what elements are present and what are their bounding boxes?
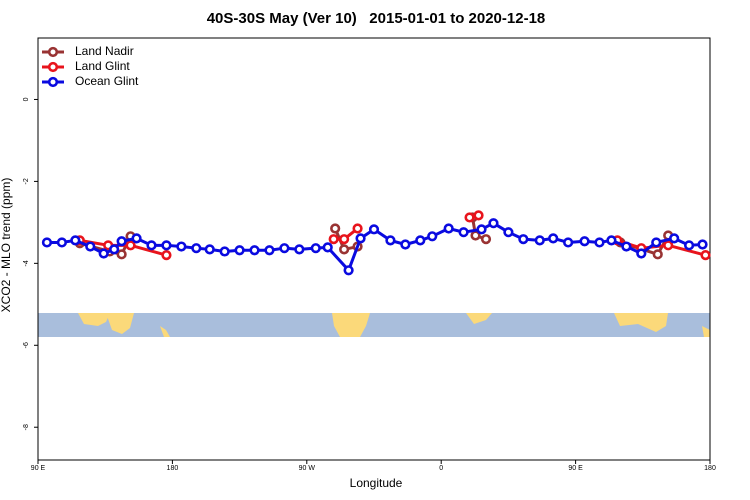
chart-title: 40S-30S May (Ver 10) 2015-01-01 to 2020-… xyxy=(207,10,546,27)
data-point xyxy=(368,224,380,235)
legend-label: Land Glint xyxy=(75,59,130,73)
data-point xyxy=(476,224,487,235)
data-point xyxy=(548,233,559,244)
legend-marker xyxy=(47,76,59,88)
data-point xyxy=(518,234,529,245)
y-tick-label: -2 xyxy=(23,178,30,184)
data-point xyxy=(109,244,120,255)
data-point xyxy=(683,240,695,251)
data-point xyxy=(322,242,333,253)
data-point xyxy=(651,237,662,248)
data-point xyxy=(70,235,81,246)
data-point xyxy=(330,223,341,234)
data-point xyxy=(56,237,67,248)
data-point xyxy=(579,236,590,247)
data-point xyxy=(385,235,396,246)
data-point xyxy=(116,249,127,260)
data-point xyxy=(458,227,469,238)
data-point xyxy=(125,240,136,251)
data-point xyxy=(249,245,260,256)
data-point xyxy=(116,236,127,247)
x-tick-label: 180 xyxy=(704,465,716,472)
x-tick-label: 180 xyxy=(167,465,179,472)
x-tick-label: 90 E xyxy=(568,465,583,472)
data-point xyxy=(480,234,492,245)
data-point xyxy=(279,243,290,254)
series-line xyxy=(46,221,703,272)
data-point xyxy=(415,235,426,246)
data-point xyxy=(339,244,350,255)
data-point xyxy=(234,245,245,256)
data-point xyxy=(669,233,680,244)
data-point xyxy=(191,243,202,254)
y-tick-label: -6 xyxy=(23,342,30,348)
series-line xyxy=(79,213,706,257)
data-point xyxy=(176,241,187,252)
data-point xyxy=(146,240,157,251)
legend-label: Ocean Glint xyxy=(75,74,139,88)
data-point xyxy=(355,233,366,244)
data-point xyxy=(534,235,545,246)
data-point xyxy=(473,210,484,221)
data-point xyxy=(652,249,663,260)
data-point xyxy=(606,235,617,246)
y-axis-label: XCO2 - MLO trend (ppm) xyxy=(0,178,13,313)
data-point xyxy=(697,239,708,250)
plot-frame xyxy=(37,37,711,461)
legend-label: Land Nadir xyxy=(75,44,134,58)
data-point xyxy=(663,240,674,251)
data-point xyxy=(443,223,454,234)
data-point xyxy=(700,250,711,261)
data-point xyxy=(310,243,321,254)
x-tick-label: 90 W xyxy=(299,465,316,472)
data-point xyxy=(161,250,172,261)
data-point xyxy=(563,237,574,248)
data-point xyxy=(427,231,438,242)
x-axis-label: Longitude xyxy=(350,476,403,490)
data-point xyxy=(328,234,339,245)
data-point xyxy=(339,234,350,245)
legend-marker xyxy=(47,61,59,73)
y-tick-label: -4 xyxy=(23,260,30,266)
data-point xyxy=(488,218,499,229)
data-point xyxy=(464,212,475,223)
x-tick-label: 90 E xyxy=(31,465,46,472)
y-tick-label: -8 xyxy=(23,424,30,430)
data-point xyxy=(204,244,215,255)
data-point xyxy=(621,241,632,252)
data-point xyxy=(98,248,109,259)
data-point xyxy=(161,240,172,251)
data-point xyxy=(219,246,230,257)
x-tick-label: 0 xyxy=(439,465,443,472)
legend-marker xyxy=(47,46,59,58)
data-point xyxy=(85,241,96,252)
data-point xyxy=(636,248,647,259)
map-strip xyxy=(38,313,710,337)
data-point xyxy=(264,245,275,256)
data-point xyxy=(352,223,363,234)
data-point xyxy=(503,227,514,238)
data-point xyxy=(41,237,53,248)
data-point xyxy=(594,237,605,248)
data-point xyxy=(131,233,142,244)
y-tick-label: 0 xyxy=(23,97,30,101)
data-point xyxy=(400,239,411,250)
data-point xyxy=(294,244,305,255)
data-point xyxy=(343,265,354,276)
